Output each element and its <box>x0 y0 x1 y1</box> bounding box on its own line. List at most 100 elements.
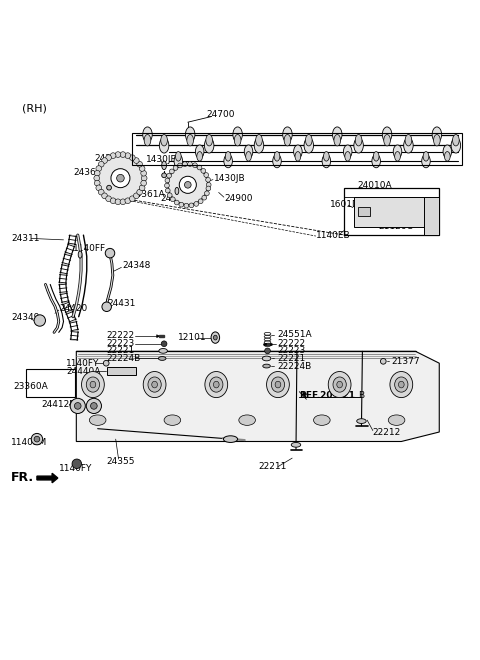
Ellipse shape <box>204 138 214 153</box>
Ellipse shape <box>86 377 99 392</box>
Text: 24900: 24900 <box>225 193 253 203</box>
Text: 24551A: 24551A <box>277 330 312 339</box>
Bar <box>344 187 439 235</box>
Circle shape <box>106 155 111 160</box>
Circle shape <box>137 189 143 195</box>
Circle shape <box>141 176 147 181</box>
Ellipse shape <box>383 127 392 142</box>
Text: 24440A: 24440A <box>66 367 100 376</box>
Ellipse shape <box>195 145 204 158</box>
Text: 12101: 12101 <box>179 333 207 342</box>
Circle shape <box>170 197 175 202</box>
Circle shape <box>74 403 81 409</box>
Text: 24412F: 24412F <box>42 399 75 409</box>
Circle shape <box>201 168 206 173</box>
Ellipse shape <box>313 415 330 425</box>
Text: 22211: 22211 <box>258 462 287 471</box>
Ellipse shape <box>274 152 280 161</box>
Bar <box>424 197 439 235</box>
Ellipse shape <box>343 145 352 158</box>
Text: FR.: FR. <box>12 471 35 484</box>
Ellipse shape <box>78 251 82 258</box>
Circle shape <box>184 182 191 188</box>
Text: 24348: 24348 <box>122 261 151 270</box>
Ellipse shape <box>373 152 379 161</box>
Ellipse shape <box>273 154 281 168</box>
Ellipse shape <box>162 173 167 178</box>
Circle shape <box>188 162 192 166</box>
Ellipse shape <box>187 135 193 146</box>
Circle shape <box>31 434 43 445</box>
Ellipse shape <box>143 372 166 397</box>
Ellipse shape <box>354 138 363 153</box>
Polygon shape <box>76 351 439 442</box>
Ellipse shape <box>357 418 366 424</box>
Circle shape <box>133 193 139 199</box>
Ellipse shape <box>444 152 450 161</box>
Circle shape <box>102 302 111 312</box>
Circle shape <box>130 196 135 201</box>
Ellipse shape <box>256 135 262 146</box>
Circle shape <box>125 198 131 203</box>
Circle shape <box>167 174 171 178</box>
Ellipse shape <box>345 152 350 161</box>
Ellipse shape <box>283 127 292 142</box>
Ellipse shape <box>395 377 408 392</box>
Ellipse shape <box>211 332 219 343</box>
Circle shape <box>117 174 124 182</box>
Ellipse shape <box>305 135 312 146</box>
Ellipse shape <box>328 372 351 397</box>
Ellipse shape <box>144 135 151 146</box>
Ellipse shape <box>175 187 179 195</box>
Ellipse shape <box>334 135 341 146</box>
Bar <box>25 369 75 397</box>
Circle shape <box>168 165 208 205</box>
Ellipse shape <box>294 145 302 158</box>
Circle shape <box>115 199 121 205</box>
Circle shape <box>166 188 170 193</box>
Text: 1140EM: 1140EM <box>12 438 48 447</box>
Circle shape <box>91 403 97 409</box>
Ellipse shape <box>152 381 157 388</box>
Text: 22221: 22221 <box>106 346 134 355</box>
Circle shape <box>165 183 169 188</box>
Ellipse shape <box>164 415 180 425</box>
Ellipse shape <box>159 348 168 353</box>
Ellipse shape <box>405 135 412 146</box>
Ellipse shape <box>372 154 381 168</box>
Ellipse shape <box>176 152 181 161</box>
Ellipse shape <box>239 415 255 425</box>
Text: 1430JB: 1430JB <box>214 174 246 183</box>
Circle shape <box>168 193 172 197</box>
Circle shape <box>125 152 131 158</box>
Text: 22223: 22223 <box>106 339 134 348</box>
Ellipse shape <box>224 154 232 168</box>
Circle shape <box>86 399 101 414</box>
Text: 24700: 24700 <box>207 110 235 119</box>
Ellipse shape <box>185 127 195 142</box>
Ellipse shape <box>82 372 104 397</box>
Ellipse shape <box>291 442 301 447</box>
Ellipse shape <box>143 127 152 142</box>
Circle shape <box>139 185 145 191</box>
Text: 1140EB: 1140EB <box>316 230 350 240</box>
Circle shape <box>120 152 126 158</box>
Ellipse shape <box>395 152 400 161</box>
Ellipse shape <box>384 135 390 146</box>
Ellipse shape <box>158 356 166 360</box>
Circle shape <box>106 196 111 201</box>
Circle shape <box>197 165 202 170</box>
Ellipse shape <box>275 381 281 388</box>
Ellipse shape <box>398 381 404 388</box>
Ellipse shape <box>234 135 241 146</box>
Circle shape <box>184 203 189 208</box>
Ellipse shape <box>322 154 331 168</box>
Ellipse shape <box>284 135 291 146</box>
Ellipse shape <box>295 152 301 161</box>
Circle shape <box>165 178 170 183</box>
Ellipse shape <box>210 377 223 392</box>
Circle shape <box>70 399 85 414</box>
Circle shape <box>179 203 184 207</box>
Ellipse shape <box>337 381 343 388</box>
Polygon shape <box>37 473 58 482</box>
